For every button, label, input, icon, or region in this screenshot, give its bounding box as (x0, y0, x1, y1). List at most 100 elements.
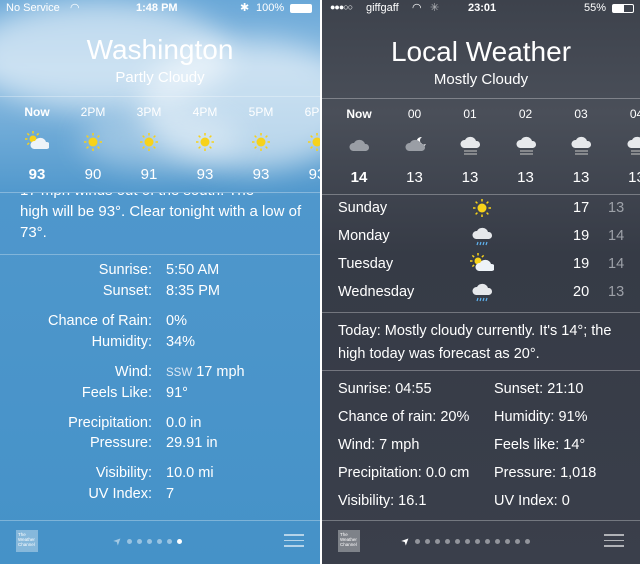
signal-icon: ●●●○○ (330, 2, 353, 12)
detail-item: Feels like: 14° (494, 437, 586, 453)
hour-label: Now (24, 105, 50, 119)
detail-item: Humidity: 91% (494, 409, 588, 425)
detail-row: Precipitation: 0.0 in (0, 415, 320, 435)
location-arrow-icon[interactable]: ➤ (111, 534, 126, 549)
day-name: Monday (338, 228, 390, 244)
rain-icon (470, 225, 494, 251)
wifi-icon: ◠ (70, 2, 80, 14)
detail-row: Sunset: 8:35 PM (0, 283, 320, 303)
detail-label: UV Index: (88, 486, 152, 502)
fog-icon (569, 134, 593, 161)
day-low: 14 (608, 228, 625, 244)
detail-value: SSW 17 mph (166, 364, 245, 380)
clock: 23:01 (468, 2, 497, 14)
cloud-icon (347, 134, 371, 161)
hour-temp: 14 (350, 169, 368, 186)
detail-value: 8:35 PM (166, 283, 220, 299)
day-high: 20 (573, 284, 590, 300)
detail-row: Visibility: 10.0 mi (0, 465, 320, 485)
detail-item: UV Index: 0 (494, 493, 570, 509)
page-dot[interactable] (455, 539, 461, 544)
list-icon[interactable] (284, 534, 304, 551)
status-bar: No Service ◠ 1:48 PM ✱ 100% (0, 0, 320, 16)
carrier: giffgaff (366, 2, 399, 14)
detail-value: 0.0 in (166, 415, 201, 431)
detail-value: 7 (166, 486, 174, 502)
page-dot[interactable] (177, 539, 183, 544)
detail-label: Visibility: (95, 465, 152, 481)
page-dot[interactable] (425, 539, 431, 544)
city-name: Washington (86, 34, 234, 65)
wifi-icon: ◠ (412, 2, 422, 14)
detail-label: Sunset: (102, 283, 152, 299)
day-high: 19 (573, 256, 590, 272)
value-text: 34% (166, 334, 196, 350)
day-low: 13 (608, 200, 625, 216)
page-dot[interactable] (495, 539, 501, 544)
fog-icon (458, 134, 482, 161)
fog-icon (625, 134, 640, 161)
value-text: 10.0 mi (166, 465, 214, 481)
detail-row: UV Index: 7 (0, 486, 320, 506)
detail-row: Wind: SSW 17 mph (0, 364, 320, 384)
daily-row: Monday 19 14 (322, 225, 640, 251)
hour-label: 3PM (136, 105, 162, 119)
page-dot[interactable] (525, 539, 531, 544)
list-icon[interactable] (604, 534, 624, 551)
battery-percent: 55% (584, 2, 607, 14)
day-high: 17 (573, 200, 590, 216)
activity-icon: ✳ (430, 2, 440, 14)
detail-item: Chance of rain: 20% (338, 409, 470, 425)
page-dot[interactable] (137, 539, 143, 544)
city-name: Local Weather (390, 36, 572, 67)
weather-channel-logo[interactable]: The Weather Channel (16, 530, 38, 552)
detail-item: Visibility: 16.1 (338, 493, 427, 509)
detail-label: Sunrise: (98, 262, 152, 278)
day-name: Sunday (338, 200, 388, 216)
page-dot[interactable] (445, 539, 451, 544)
partly-cloudy-day-icon (25, 131, 51, 158)
weather-panel-local: ●●●○○ giffgaff ◠ ✳ 23:01 55% Local Weath… (322, 0, 640, 564)
hour-label: 03 (574, 107, 588, 121)
summary-text: high will be 93°. Clear tonight with a l… (20, 203, 302, 241)
sun-icon (249, 131, 273, 158)
hour-label: 2PM (80, 105, 106, 119)
detail-row: Sunrise: 5:50 AM (0, 262, 320, 282)
partly-cloudy-day-icon (470, 253, 496, 279)
wind-direction: SSW (166, 367, 193, 379)
page-dot[interactable] (157, 539, 163, 544)
page-dot[interactable] (127, 539, 133, 544)
status-bar: ●●●○○ giffgaff ◠ ✳ 23:01 55% (322, 0, 640, 16)
hour-temp: 93 (252, 166, 270, 183)
page-dot[interactable] (475, 539, 481, 544)
forecast-summary[interactable]: 17 mph winds out of the south. The high … (20, 193, 305, 241)
forecast-summary[interactable]: Today: Mostly cloudy currently. It's 14°… (338, 323, 612, 362)
battery-icon (290, 4, 312, 13)
value-text: 17 mph (196, 364, 245, 380)
sun-icon (305, 131, 320, 158)
sun-icon (81, 131, 105, 158)
hour-label: 00 (407, 107, 422, 121)
page-dot[interactable] (147, 539, 153, 544)
location-arrow-icon[interactable]: ➤ (399, 534, 414, 549)
page-dot[interactable] (515, 539, 521, 544)
page-dot[interactable] (167, 539, 173, 544)
value-text: 91° (166, 385, 188, 401)
weather-channel-logo[interactable]: The Weather Channel (338, 530, 360, 552)
page-dot[interactable] (435, 539, 441, 544)
sun-icon (137, 131, 161, 158)
page-dot[interactable] (415, 539, 421, 544)
hour-temp: 90 (84, 166, 102, 183)
hour-label: 04 (629, 107, 640, 121)
page-dot[interactable] (465, 539, 471, 544)
page-dot[interactable] (485, 539, 491, 544)
page-indicator[interactable]: ➤ (399, 534, 531, 549)
battery-percent: 100% (256, 2, 285, 14)
hour-temp: 13 (461, 169, 479, 186)
page-dot[interactable] (505, 539, 511, 544)
page-indicator[interactable]: ➤ (111, 534, 183, 549)
value-text: 7 (166, 486, 175, 502)
weather-panel-washington: No Service ◠ 1:48 PM ✱ 100% Washington P… (0, 0, 320, 564)
condition: Mostly Cloudy (433, 71, 529, 88)
partly-cloudy-night-icon (403, 134, 427, 161)
